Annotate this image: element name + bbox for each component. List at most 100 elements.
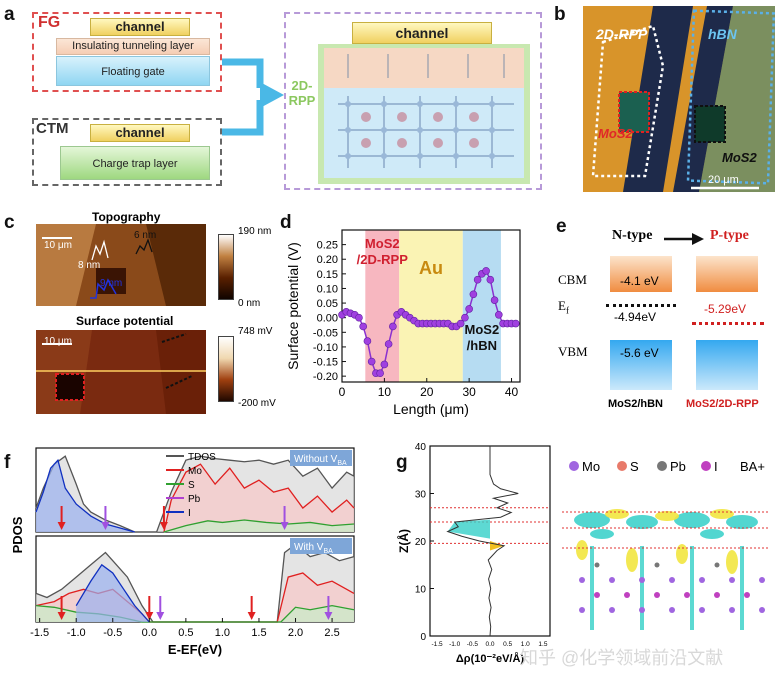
arrow-head-bottom-3 <box>247 612 256 620</box>
legend-mo: Mo <box>582 459 600 474</box>
panel-d-label: d <box>280 212 292 233</box>
region-1 <box>399 230 463 382</box>
badge-text-bottom: With VBA <box>294 542 333 555</box>
g-legend: Mo S Pb I BA+ <box>569 459 765 474</box>
data-point <box>389 322 397 331</box>
right-sample-label: MoS2/2D-RPP <box>686 398 759 410</box>
optical-image <box>583 6 775 192</box>
arrow-head-top-0 <box>57 522 66 530</box>
data-point <box>490 296 499 304</box>
arrow-head-bottom-2 <box>156 612 165 620</box>
pdos-chart: -1.5 -1.0 -0.5 0.0 0.5 1.0 1.5 2.0 2.5 E-EF(eV) PD… <box>10 447 355 657</box>
x-tick-label: 0.5 <box>503 641 512 648</box>
b-rpp-label: 2D-RPP <box>596 26 648 42</box>
surface-potential-chart: 0 10 20 30 40 -0.20 -0.15 -0.10 -0.05 0.00 0.05 0.1… <box>285 229 521 417</box>
x-tick-label: -0.5 <box>467 641 479 648</box>
data-point <box>461 313 469 322</box>
data-point <box>384 340 393 348</box>
n-ef-val: -4.94eV <box>614 310 657 324</box>
b-mos2-right: MoS2 <box>722 150 757 165</box>
y-tick-label: 40 <box>415 442 427 453</box>
y-tick-label: -0.05 <box>313 327 338 339</box>
region-label-left-0: MoS2 <box>365 236 400 251</box>
legend-dot-s <box>617 461 627 471</box>
depletion-fill <box>447 519 490 539</box>
fg-channel: channel <box>90 18 190 36</box>
x-tick-label: 0.0 <box>142 627 157 639</box>
cb1-min: 0 nm <box>238 298 261 309</box>
ef-label: Ef <box>558 298 569 316</box>
data-point <box>486 275 495 284</box>
line-mo-top <box>163 463 355 533</box>
cb2-min: -200 mV <box>238 398 276 409</box>
p-ef-val: -5.29eV <box>704 302 747 316</box>
line-i-bottom <box>75 563 150 623</box>
left-sample-label: MoS2/hBN <box>608 398 663 410</box>
data-point <box>469 290 478 299</box>
data-point <box>473 275 482 284</box>
ntype-label: N-type <box>612 228 653 243</box>
legend-text-i: I <box>188 508 191 519</box>
topo-title: Topography <box>92 210 161 224</box>
rpp-label: 2D- RPP <box>288 78 316 108</box>
x-tick-label: 1.0 <box>215 627 230 639</box>
cb1-max: 190 nm <box>238 226 272 237</box>
y-tick-label: -0.15 <box>313 357 338 369</box>
panel-a-label: a <box>4 4 15 25</box>
vbm-label: VBM <box>558 344 588 359</box>
rpp-crystal <box>318 44 530 184</box>
surface-potential-map <box>36 330 206 414</box>
n-ef-line <box>606 304 676 307</box>
p-ef-line <box>692 322 764 325</box>
charge-density-chart: 0 10 20 30 40 -1.5 -1.0 -0.5 0.0 0.5 1.0 1.5 Δρ(10⁻²… <box>396 442 551 665</box>
rpp-device-box <box>284 12 542 190</box>
panel-g-label: g <box>396 452 408 473</box>
legend-text-s: S <box>188 480 195 491</box>
b-scale-label: 20 μm <box>708 174 739 186</box>
line-i-top <box>35 458 135 533</box>
n-cbm-band <box>610 256 672 292</box>
surf-title: Surface potential <box>76 314 174 328</box>
cbm-label: CBM <box>558 272 587 287</box>
c-h2: 6 nm <box>134 230 157 241</box>
arrow-head-top-2 <box>159 522 168 530</box>
area-mo-top <box>163 464 354 532</box>
x-tick-label: -1.5 <box>431 641 443 648</box>
y-tick-label: -0.10 <box>313 342 338 354</box>
rpp-channel: channel <box>352 22 492 44</box>
y-tick-label: 20 <box>415 537 427 548</box>
arrow-head-bottom-4 <box>324 612 333 620</box>
y-tick-label: 10 <box>415 585 427 596</box>
badge-bg-bottom <box>290 538 352 554</box>
c-h3: 9 nm <box>100 278 123 289</box>
region-label-left-1: /2D-RPP <box>357 252 409 267</box>
y-tick-label: 0.25 <box>317 240 338 252</box>
x-tick-label: 20 <box>420 385 434 399</box>
region-label-right-1: /hBN <box>467 338 497 353</box>
y-tick-label: 0.00 <box>317 313 338 325</box>
data-point <box>367 357 376 366</box>
y-tick-label: 0 <box>420 632 426 643</box>
x-tick-label: 0 <box>339 385 346 399</box>
data-point <box>495 310 503 319</box>
x-tick-label: 1.0 <box>521 641 530 648</box>
ef-main: E <box>558 298 566 313</box>
y-tick-label: 0.20 <box>317 254 338 266</box>
cb2-max: 748 mV <box>238 326 273 337</box>
c-scale1: 10 μm <box>44 240 72 251</box>
ptype-label: P-type <box>710 228 749 243</box>
x-tick-label: 10 <box>378 385 392 399</box>
topo-colorbar <box>218 234 234 300</box>
ctm-box <box>32 118 222 186</box>
arrow-head-top-1 <box>101 522 110 530</box>
x-tick-label: 0.5 <box>178 627 193 639</box>
badge-text-top: Without VBA <box>294 454 347 467</box>
x-tick-label: 1.5 <box>538 641 547 648</box>
y-axis-label: Surface potential (V) <box>285 242 301 370</box>
data-point <box>380 360 389 369</box>
p-cbm-band <box>696 256 758 292</box>
panel-a-arrows <box>222 58 284 136</box>
n-vbm-val: -5.6 eV <box>620 346 659 360</box>
data-point <box>359 322 367 331</box>
line-s-top <box>163 519 355 533</box>
